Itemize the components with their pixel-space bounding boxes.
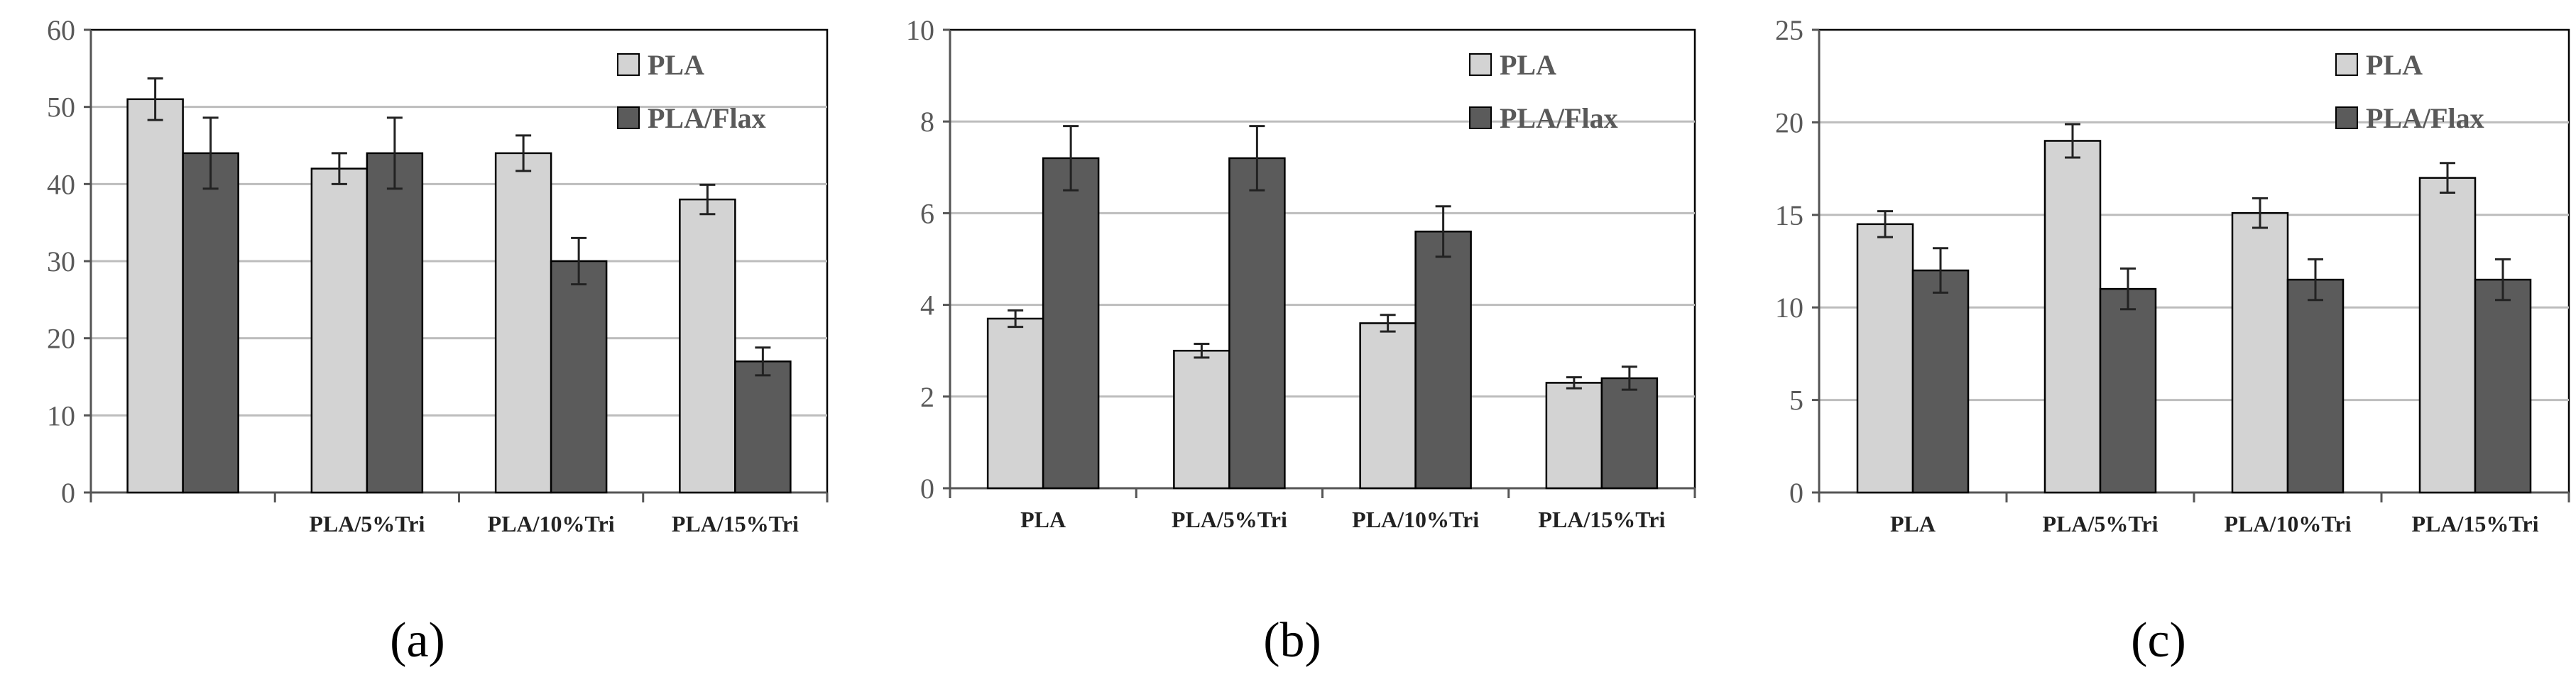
y-tick-label: 0 — [61, 477, 75, 509]
bar-pla-flax — [182, 152, 239, 494]
bar-pla — [2418, 177, 2477, 494]
chart-panel-a: 0 10 20 30 40 50 60 PLA/5%Tri PLA/10%Tri PLA/15%T… — [47, 14, 829, 668]
y-tick-label: 40 — [47, 168, 75, 200]
y-tick-label: 8 — [920, 106, 934, 138]
x-tick-label: PLA/10%Tri — [488, 511, 615, 536]
legend-swatch-pla — [2335, 53, 2358, 76]
y-tick-label: 30 — [47, 246, 75, 277]
y-tick-label: 6 — [920, 197, 934, 229]
legend-swatch-pla-flax — [617, 106, 640, 129]
x-tick-label: PLA/5%Tri — [309, 511, 425, 536]
bar-pla — [1856, 223, 1914, 494]
x-tick-label: PLA/5%Tri — [1172, 507, 1287, 532]
panel-label: (c) — [2131, 613, 2186, 668]
bar-pla — [2231, 211, 2289, 494]
legend-label-pla: PLA — [1500, 49, 1556, 81]
y-tick-label: 50 — [47, 92, 75, 123]
x-tick-label: PLA/15%Tri — [1538, 507, 1665, 532]
bar-pla-flax — [1228, 157, 1286, 490]
x-tick-label: PLA/5%Tri — [2043, 511, 2159, 536]
bar-pla — [494, 152, 552, 494]
y-tick-label: 5 — [1789, 385, 1803, 417]
bar-pla — [679, 198, 736, 494]
bar-pla-flax — [734, 360, 792, 494]
bar-pla — [1545, 382, 1603, 490]
x-tick-label: PLA/10%Tri — [2225, 511, 2352, 536]
bar-pla — [1173, 349, 1230, 490]
y-tick-label: 60 — [47, 14, 75, 46]
bar-pla-flax — [366, 152, 424, 494]
bar-pla — [310, 167, 369, 494]
y-tick-label: 10 — [47, 400, 75, 431]
bar-pla-flax — [2286, 278, 2345, 494]
bar-pla-flax — [1600, 377, 1659, 490]
legend-label-pla-flax: PLA/Flax — [2366, 102, 2484, 134]
y-tick-label: 4 — [920, 290, 934, 321]
bar-pla — [986, 317, 1044, 490]
legend-swatch-pla-flax — [1469, 106, 1492, 129]
bar-pla-flax — [1911, 269, 1970, 494]
y-tick-label: 10 — [1775, 292, 1803, 324]
bar-pla-flax — [1042, 157, 1100, 490]
legend-label-pla: PLA — [2366, 49, 2423, 81]
legend-swatch-pla — [617, 53, 640, 76]
panel-label: (a) — [390, 613, 445, 668]
legend-label-pla-flax: PLA/Flax — [648, 102, 766, 134]
y-tick-label: 2 — [920, 381, 934, 413]
legend-label-pla-flax: PLA/Flax — [1500, 102, 1618, 134]
y-tick-label: 25 — [1775, 14, 1803, 46]
y-tick-label: 20 — [1775, 106, 1803, 138]
x-tick-label: PLA — [1890, 511, 1936, 536]
x-tick-label: PLA/10%Tri — [1352, 507, 1479, 532]
bar-pla-flax — [1414, 230, 1472, 490]
y-tick-label: 0 — [920, 473, 934, 505]
y-tick-label: 20 — [47, 323, 75, 355]
panel-label: (b) — [1263, 613, 1321, 668]
bar-pla-flax — [2099, 287, 2157, 494]
chart-panel-c: 0 5 10 15 20 25 PLA PLA/5%Tri PLA/10%Tri PLA/15%T… — [1775, 14, 2570, 668]
legend-swatch-pla — [1469, 53, 1492, 76]
chart-panel-b: 0 2 4 6 8 10 PLA PLA/5%Tri PLA/10%Tri PLA/15%Tri P… — [906, 14, 1696, 668]
y-tick-label: 0 — [1789, 477, 1803, 509]
bar-pla — [2043, 140, 2102, 494]
y-tick-label: 15 — [1775, 199, 1803, 231]
legend-label-pla: PLA — [648, 49, 704, 81]
legend-swatch-pla-flax — [2335, 106, 2358, 129]
x-tick-label: PLA/15%Tri — [672, 511, 799, 536]
x-tick-label: PLA — [1020, 507, 1066, 532]
x-tick-label: PLA/15%Tri — [2412, 511, 2539, 536]
bar-pla — [1359, 322, 1417, 490]
bar-pla-flax — [2474, 278, 2532, 494]
bar-pla — [126, 98, 184, 494]
y-tick-label: 10 — [906, 14, 934, 46]
bar-pla-flax — [550, 260, 608, 494]
